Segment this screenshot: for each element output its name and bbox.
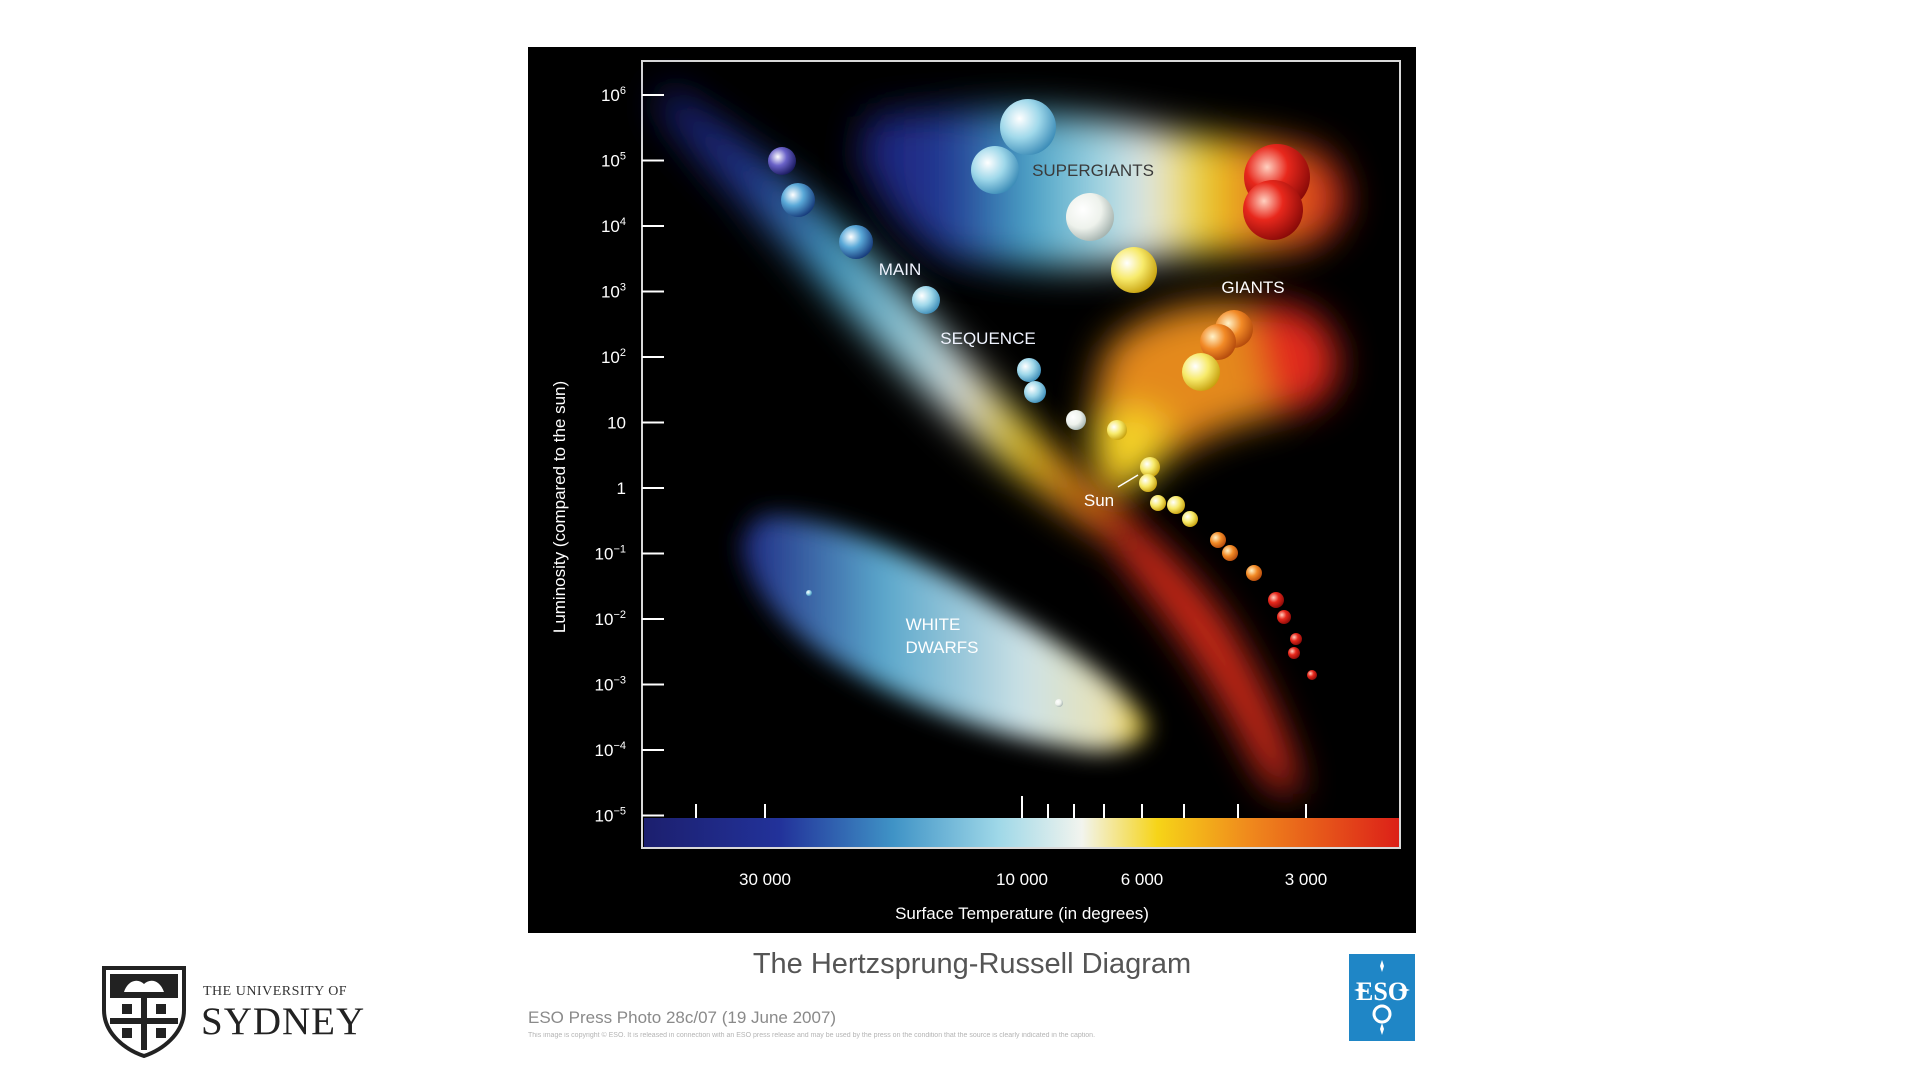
star (971, 146, 1019, 194)
star (839, 225, 873, 259)
star (768, 147, 796, 175)
x-axis (695, 796, 1307, 818)
star (1200, 324, 1236, 360)
x-tick-label: 30 000 (739, 870, 791, 889)
eso-logo: ESO (1349, 954, 1415, 1041)
star (1288, 647, 1300, 659)
university-of-sydney-logo: THE UNIVERSITY OF SYDNEY (98, 962, 378, 1058)
caption-title: The Hertzsprung-Russell Diagram (752, 948, 1192, 980)
star (1277, 610, 1291, 624)
star (1243, 180, 1303, 240)
star (1246, 565, 1262, 581)
y-axis-title: Luminosity (compared to the sun) (550, 381, 569, 633)
star (1111, 247, 1157, 293)
star (1066, 193, 1114, 241)
star (1055, 699, 1063, 707)
y-tick-label: 10−1 (595, 544, 626, 564)
plot-frame (641, 60, 1401, 849)
label-sequence: SEQUENCE (940, 329, 1035, 348)
sun-pointer-line (1117, 474, 1139, 488)
y-tick-label: 104 (601, 216, 626, 236)
label-supergiants: SUPERGIANTS (1032, 161, 1154, 180)
star (1290, 633, 1302, 645)
y-tick-label: 105 (601, 151, 626, 171)
temperature-color-bar (644, 818, 1399, 847)
star (1210, 532, 1226, 548)
hr-diagram: 106 105 104 103 102 10 1 10−1 10−2 10−3 10−4 10−5 S… (528, 47, 1416, 933)
star (912, 286, 940, 314)
press-photo-line: ESO Press Photo 28c/07 (19 June 2007) (528, 1008, 837, 1027)
star (1182, 353, 1220, 391)
star (1167, 496, 1185, 514)
supergiants-band (858, 110, 1346, 268)
star (1182, 511, 1198, 527)
label-main: MAIN (879, 260, 922, 279)
copyright-fine-print: This image is copyright © ESO. It is rel… (528, 1032, 1096, 1039)
star (1066, 410, 1086, 430)
label-white: WHITE (906, 615, 961, 634)
star (1222, 545, 1238, 561)
star (806, 590, 812, 596)
white-dwarfs-band (742, 515, 1148, 751)
star (1107, 420, 1127, 440)
eso-logo-text: ESO (1356, 977, 1408, 1006)
y-tick-label: 103 (601, 282, 626, 302)
label-sun: Sun (1084, 491, 1114, 510)
x-axis-title: Surface Temperature (in degrees) (895, 904, 1149, 923)
star (1150, 495, 1166, 511)
y-tick-label: 10−3 (595, 675, 626, 695)
star (1307, 670, 1317, 680)
y-tick-label: 106 (601, 85, 626, 105)
y-tick-label: 10−5 (595, 806, 626, 826)
star (781, 183, 815, 217)
x-tick-label: 10 000 (996, 870, 1048, 889)
y-tick-label: 10−4 (595, 740, 626, 760)
usyd-logo-small-text: THE UNIVERSITY OF (203, 984, 348, 999)
star (1017, 358, 1041, 382)
usyd-crest (102, 966, 186, 1058)
x-tick-label: 3 000 (1285, 870, 1328, 889)
usyd-logo-wordmark: SYDNEY (201, 1000, 366, 1043)
star (1000, 99, 1056, 155)
y-tick-label: 102 (601, 347, 626, 367)
star (1140, 457, 1160, 477)
x-tick-label: 6 000 (1121, 870, 1164, 889)
star (1024, 381, 1046, 403)
label-giants: GIANTS (1221, 278, 1284, 297)
y-tick-label: 10 (607, 414, 626, 433)
star (1139, 474, 1157, 492)
eso-logo-mark: ESO (1354, 960, 1410, 1035)
y-tick-label: 10−2 (595, 609, 626, 629)
star (1268, 592, 1284, 608)
y-tick-label: 1 (617, 479, 626, 498)
label-dwarfs: DWARFS (905, 638, 978, 657)
stars-group (768, 99, 1317, 707)
